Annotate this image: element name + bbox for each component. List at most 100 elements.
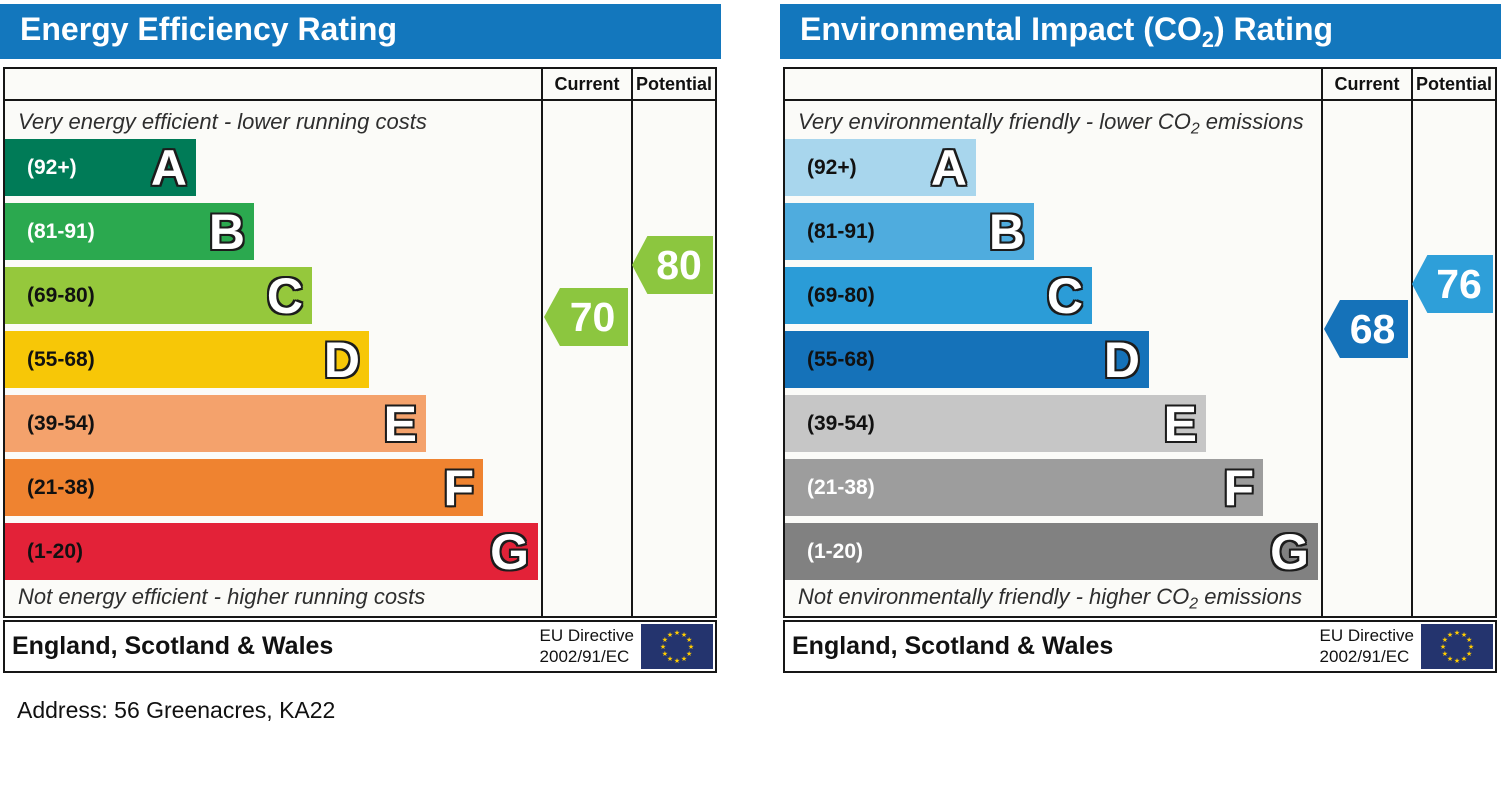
caption-text: emissions [1198, 584, 1303, 609]
svg-text:★: ★ [1466, 650, 1472, 658]
panel-title-text: Environmental Impact (CO [800, 10, 1202, 47]
band-letter: E [1163, 395, 1197, 452]
table-header-row: Current Potential [5, 69, 715, 101]
svg-text:★: ★ [660, 643, 666, 651]
svg-text:★: ★ [686, 636, 692, 644]
svg-text:★: ★ [1447, 655, 1453, 663]
band-a-row: (92+) A [785, 139, 976, 196]
band-f-row: (21-38) F [5, 459, 483, 516]
rating-bands: (92+) A (81-91) B (69-80) C (55-68) D (39-54) E (2… [5, 69, 715, 616]
band-range-label: (21-38) [807, 475, 875, 499]
energy-rating-footer: England, Scotland & Wales EU Directive 2… [3, 620, 717, 673]
band-f-row: (21-38) F [785, 459, 1263, 516]
svg-text:★: ★ [688, 643, 694, 651]
band-range-label: (21-38) [27, 475, 95, 499]
svg-text:★: ★ [674, 629, 680, 637]
potential-column-header: Potential [1415, 74, 1492, 94]
svg-text:★: ★ [1454, 629, 1460, 637]
band-g-row: (1-20) G [5, 523, 538, 580]
panel-title-text: ) Rating [1213, 10, 1334, 47]
current-rating-arrow: 68 [1324, 300, 1408, 358]
band-range-label: (1-20) [27, 539, 84, 563]
band-range-label: (1-20) [807, 539, 864, 563]
energy-rating-header: Energy Efficiency Rating [0, 4, 721, 59]
band-letter: B [208, 203, 245, 260]
svg-text:★: ★ [662, 650, 668, 658]
band-letter: A [930, 139, 967, 196]
eu-directive-label: EU Directive 2002/91/EC [540, 626, 634, 667]
panel-title-text: Energy Efficiency Rating [20, 10, 397, 47]
caption-text: Not energy efficient - higher running co… [18, 584, 426, 609]
band-a-row: (92+) A [5, 139, 196, 196]
band-range-label: (55-68) [27, 347, 95, 371]
environmental-rating-table: Current Potential Very environmentally f… [783, 67, 1497, 618]
band-b-row: (81-91) B [5, 203, 254, 260]
band-e-row: (39-54) E [785, 395, 1206, 452]
column-divider [631, 69, 633, 616]
band-b-row: (81-91) B [785, 203, 1034, 260]
environmental-rating-footer: England, Scotland & Wales EU Directive 2… [783, 620, 1497, 673]
svg-text:★: ★ [686, 650, 692, 658]
band-range-label: (81-91) [27, 219, 95, 243]
band-letter: D [1103, 331, 1140, 388]
eu-flag: ★ ★★ ★★★ ★★★ ★★★ [1421, 624, 1493, 669]
eu-directive-line2: 2002/91/EC [539, 646, 630, 666]
table-header-row: Current Potential [785, 69, 1495, 101]
top-caption: Very environmentally friendly - lower CO… [798, 109, 1304, 138]
band-range-label: (81-91) [807, 219, 875, 243]
band-c-row: (69-80) C [5, 267, 312, 324]
svg-text:★: ★ [1447, 631, 1453, 639]
band-d-row: (55-68) D [5, 331, 369, 388]
band-range-label: (39-54) [807, 411, 875, 435]
band-letter: A [150, 139, 187, 196]
caption-text: emissions [1199, 109, 1304, 134]
band-range-label: (69-80) [807, 283, 875, 307]
svg-text:★: ★ [667, 631, 673, 639]
region-label: England, Scotland & Wales [12, 632, 334, 660]
band-g-row: (1-20) G [785, 523, 1318, 580]
caption-text: Not environmentally friendly - higher CO [798, 584, 1190, 609]
band-letter: G [1270, 523, 1309, 580]
band-range-label: (92+) [807, 155, 857, 179]
caption-subscript: 2 [1189, 595, 1199, 613]
eu-flag: ★ ★★ ★★★ ★★★ ★★★ [641, 624, 713, 669]
band-d-row: (55-68) D [785, 331, 1149, 388]
region-label: England, Scotland & Wales [792, 632, 1114, 660]
bottom-caption: Not environmentally friendly - higher CO… [798, 584, 1302, 613]
current-rating-arrow: 70 [544, 288, 628, 346]
svg-text:★: ★ [681, 655, 687, 663]
top-caption: Very energy efficient - lower running co… [18, 109, 427, 138]
potential-rating-arrow: 80 [632, 236, 713, 294]
panel-title-subscript: 2 [1201, 26, 1214, 52]
band-range-label: (92+) [27, 155, 77, 179]
svg-text:★: ★ [1466, 636, 1472, 644]
panel-title: Environmental Impact (CO2) Rating [800, 11, 1333, 53]
band-range-label: (69-80) [27, 283, 95, 307]
environmental-rating-header: Environmental Impact (CO2) Rating [780, 4, 1501, 59]
svg-text:★: ★ [1454, 657, 1460, 665]
band-letter: B [988, 203, 1025, 260]
svg-text:★: ★ [1468, 643, 1474, 651]
eu-directive-label: EU Directive 2002/91/EC [1320, 626, 1414, 667]
svg-text:★: ★ [662, 636, 668, 644]
rating-bands: (92+) A (81-91) B (69-80) C (55-68) D (39-54) E (2… [785, 69, 1495, 616]
eu-directive-line1: EU Directive [1319, 626, 1414, 646]
bottom-caption: Not energy efficient - higher running co… [18, 584, 425, 613]
band-e-row: (39-54) E [5, 395, 426, 452]
band-range-label: (55-68) [807, 347, 875, 371]
svg-text:★: ★ [1442, 636, 1448, 644]
svg-text:★: ★ [1461, 655, 1467, 663]
potential-column-header: Potential [635, 74, 712, 94]
band-letter: C [1046, 267, 1083, 324]
svg-text:★: ★ [1461, 631, 1467, 639]
eu-directive-line2: 2002/91/EC [1319, 646, 1410, 666]
column-divider [1411, 69, 1413, 616]
caption-text: Very environmentally friendly - lower CO [798, 109, 1191, 134]
current-column-header: Current [554, 74, 620, 94]
band-letter: D [323, 331, 360, 388]
address-line: Address: 56 Greenacres, KA22 [17, 697, 336, 723]
band-c-row: (69-80) C [785, 267, 1092, 324]
environmental-rating-panel: Environmental Impact (CO2) Rating Curren… [780, 4, 1501, 676]
svg-text:★: ★ [674, 657, 680, 665]
